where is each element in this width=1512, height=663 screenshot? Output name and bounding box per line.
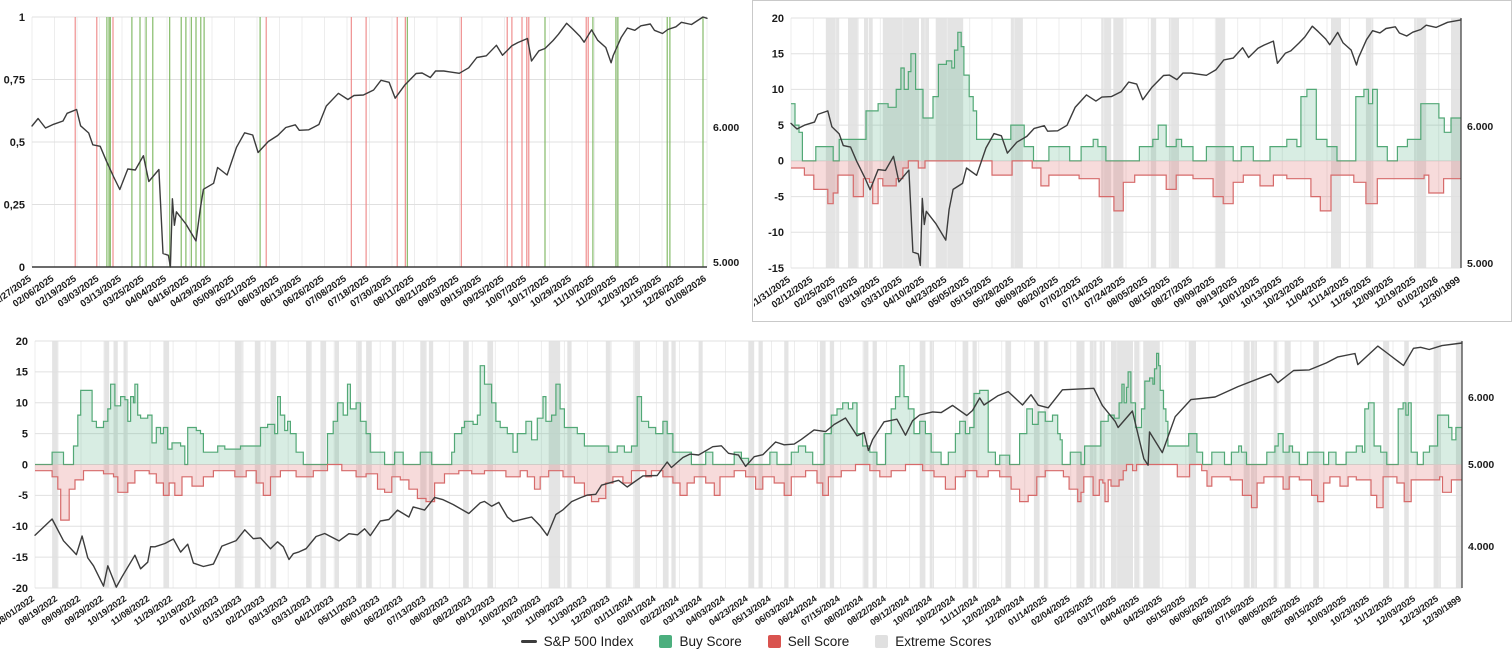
svg-text:6.000: 6.000 xyxy=(713,122,739,134)
signals-chart: 1 0,75 0,5 0,25 0 6.000 5.000 01/27/202502/06/2… xyxy=(0,12,739,310)
horizontal-gridlines xyxy=(35,340,1462,589)
svg-text:6.000: 6.000 xyxy=(1468,392,1494,404)
buy-score-swatch-icon xyxy=(659,635,673,648)
svg-text:-10: -10 xyxy=(12,521,28,533)
svg-text:-5: -5 xyxy=(18,490,28,502)
svg-text:1: 1 xyxy=(19,12,25,24)
svg-text:5.000: 5.000 xyxy=(1467,258,1493,270)
svg-text:0: 0 xyxy=(778,156,784,168)
svg-text:0: 0 xyxy=(22,459,28,471)
legend-item-extreme-scores: Extreme Scores xyxy=(875,634,991,649)
sell-signal-lines xyxy=(74,17,589,267)
extreme-scores-swatch-icon xyxy=(875,635,889,648)
horizontal-gridlines xyxy=(32,16,707,268)
right-axis-labels: 6.000 5.000 xyxy=(1467,121,1493,270)
legend-label-buy-score: Buy Score xyxy=(679,634,742,649)
sp500-line xyxy=(790,19,1462,267)
scores-history-chart: 20 15 10 5 0 -5 -10 -15 -20 6.000 5.000 4.000 08/01/… xyxy=(0,336,1494,628)
legend: S&P 500 Index Buy Score Sell Score Extre… xyxy=(0,634,1512,649)
svg-text:5: 5 xyxy=(22,428,28,440)
svg-text:0,75: 0,75 xyxy=(4,74,25,86)
buy-signal-lines xyxy=(106,17,704,267)
svg-text:0,5: 0,5 xyxy=(10,137,25,149)
legend-item-sp500: S&P 500 Index xyxy=(520,634,634,649)
sp500-line xyxy=(31,16,708,268)
legend-label-sell-score: Sell Score xyxy=(787,634,850,649)
svg-text:10: 10 xyxy=(16,398,28,410)
svg-text:-5: -5 xyxy=(774,191,784,203)
sell-score-area xyxy=(35,463,1462,521)
sell-score-swatch-icon xyxy=(767,635,781,648)
legend-item-buy-score: Buy Score xyxy=(659,634,742,649)
left-axis-labels: 20 15 10 5 0 -5 -10 -15 xyxy=(768,13,784,275)
x-axis-labels: 01/27/202502/06/202502/19/202503/03/2025… xyxy=(0,273,709,310)
x-axis-labels: 08/01/202208/19/202209/09/202209/29/2022… xyxy=(0,593,1463,627)
sp500-line xyxy=(34,342,1463,588)
x-axis-labels: 01/31/202502/12/202502/25/202503/07/2025… xyxy=(754,274,1463,311)
extreme-bands xyxy=(825,18,1461,268)
svg-text:5.000: 5.000 xyxy=(1468,459,1494,471)
legend-label-sp500: S&P 500 Index xyxy=(543,634,634,649)
sell-score-area xyxy=(791,160,1461,212)
svg-text:0: 0 xyxy=(19,262,25,274)
svg-text:5.000: 5.000 xyxy=(713,257,739,269)
svg-text:-10: -10 xyxy=(768,227,784,239)
left-axis-labels: 20 15 10 5 0 -5 -10 -15 -20 xyxy=(12,336,28,595)
svg-text:-15: -15 xyxy=(12,552,28,564)
svg-text:15: 15 xyxy=(16,367,28,379)
svg-text:0,25: 0,25 xyxy=(4,199,25,211)
svg-text:-20: -20 xyxy=(12,583,28,595)
svg-text:4.000: 4.000 xyxy=(1468,541,1494,553)
sp500-line-icon xyxy=(520,639,537,644)
svg-text:15: 15 xyxy=(772,49,784,61)
left-axis-labels: 1 0,75 0,5 0,25 0 xyxy=(4,12,25,274)
svg-text:-15: -15 xyxy=(768,263,784,275)
horizontal-gridlines xyxy=(791,17,1461,269)
right-axis-labels: 6.000 5.000 xyxy=(713,122,739,269)
svg-text:10: 10 xyxy=(772,84,784,96)
buy-score-area xyxy=(791,31,1461,162)
right-axis-labels: 6.000 5.000 4.000 xyxy=(1468,392,1494,553)
svg-text:20: 20 xyxy=(772,13,784,25)
scores-2025-chart: 20 15 10 5 0 -5 -10 -15 6.000 5.000 01/31/202502/1… xyxy=(754,13,1493,311)
legend-label-extreme-scores: Extreme Scores xyxy=(895,634,992,649)
legend-item-sell-score: Sell Score xyxy=(767,634,850,649)
buy-score-area xyxy=(35,352,1462,466)
svg-text:5: 5 xyxy=(778,120,784,132)
svg-text:20: 20 xyxy=(16,336,28,348)
svg-text:6.000: 6.000 xyxy=(1467,121,1493,133)
vertical-gridlines xyxy=(790,18,1462,268)
